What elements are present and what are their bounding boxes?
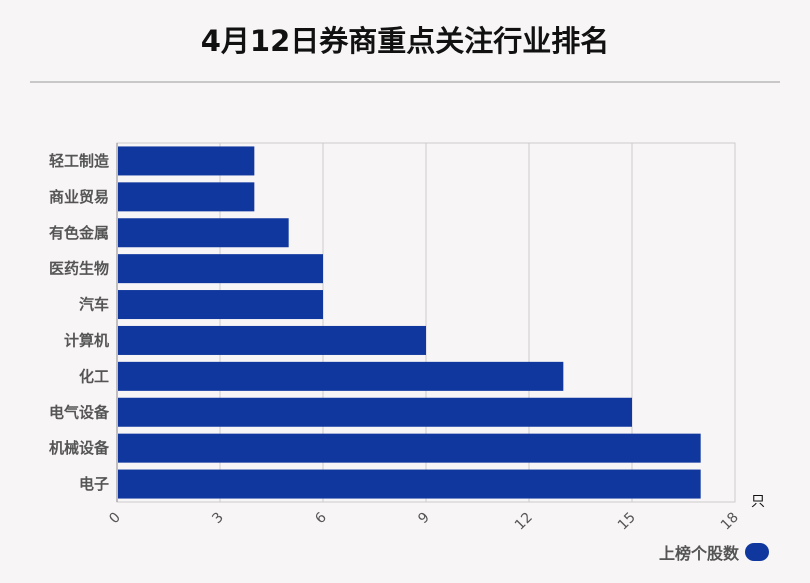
- category-label: 商业贸易: [49, 188, 109, 206]
- bar: [118, 254, 323, 284]
- category-label: 化工: [79, 367, 109, 385]
- bar: [118, 182, 255, 212]
- x-tick-label: 0: [106, 510, 124, 528]
- legend-swatch: [745, 543, 769, 561]
- category-label: 汽车: [79, 296, 109, 314]
- bar: [118, 433, 701, 463]
- x-axis-unit: 只: [751, 494, 765, 510]
- x-tick-label: 15: [615, 510, 639, 534]
- legend-label: 上榜个股数: [658, 544, 739, 563]
- x-tick-label: 9: [415, 510, 433, 528]
- x-tick-label: 3: [209, 510, 227, 528]
- x-tick-label: 6: [312, 509, 330, 527]
- category-label: 有色金属: [49, 224, 109, 242]
- category-label: 电气设备: [49, 403, 110, 421]
- bar: [118, 290, 323, 320]
- bar: [118, 325, 426, 355]
- x-tick-label: 12: [512, 510, 536, 534]
- title-divider: [30, 81, 780, 83]
- chart-title: 4月12日券商重点关注行业排名: [200, 24, 610, 58]
- x-tick-label: 18: [718, 510, 742, 534]
- bar: [118, 218, 289, 248]
- bar: [118, 397, 632, 427]
- category-label: 电子: [79, 475, 109, 493]
- bar: [118, 146, 255, 176]
- bar: [118, 361, 564, 391]
- bar: [118, 469, 701, 499]
- category-label: 医药生物: [49, 260, 109, 278]
- category-label: 轻工制造: [49, 152, 109, 170]
- category-label: 机械设备: [49, 439, 110, 457]
- category-label: 计算机: [64, 331, 109, 349]
- legend[interactable]: 上榜个股数: [659, 540, 769, 564]
